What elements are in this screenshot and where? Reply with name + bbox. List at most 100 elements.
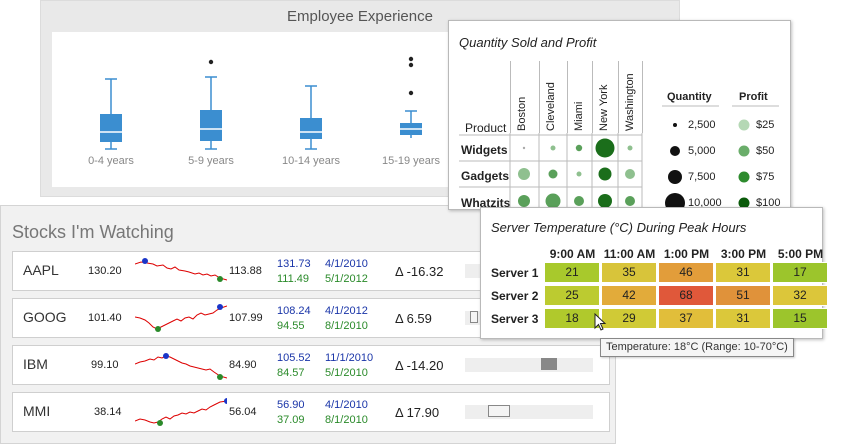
- legend-profit-2: $50: [756, 145, 775, 157]
- legend-quantity-1: 2,500: [688, 119, 716, 131]
- stocks-title: Stocks I'm Watching: [12, 222, 174, 242]
- stock-high-date: 4/1/2012: [325, 305, 368, 317]
- boxplot-5-9: [200, 59, 222, 150]
- boxplot-chart: 0-4 years 5-9 years 10-14 years 15-19 ye…: [88, 56, 441, 167]
- stock-row-mmi[interactable]: MMI 38.14 56.04 56.90 4/1/2010 37.09 8/1…: [12, 392, 610, 432]
- time-header-3pm: 3:00 PM: [720, 247, 767, 261]
- stock-high-date: 4/1/2010: [325, 258, 368, 270]
- quantity-sold-panel: Quantity Sold and Profit Boston Clevelan…: [448, 20, 791, 211]
- legend-profit-4: $100: [756, 197, 781, 209]
- heat-cell[interactable]: 37: [658, 308, 714, 329]
- boxplot-label-5-9: 5-9 years: [188, 155, 234, 167]
- stock-start-value: 99.10: [91, 359, 119, 371]
- heat-cell[interactable]: 29: [601, 308, 657, 329]
- city-header-boston: Boston: [510, 61, 534, 133]
- bubble-grid: [459, 105, 779, 211]
- mouse-cursor-icon: [594, 313, 607, 331]
- boxplot-label-10-14: 10-14 years: [282, 155, 341, 167]
- legend-profit-title: Profit: [739, 91, 768, 103]
- sparkline: [135, 353, 227, 380]
- boxplot-label-0-4: 0-4 years: [88, 155, 134, 167]
- boxplot-10-14: [300, 85, 322, 150]
- stock-symbol: IBM: [23, 356, 48, 372]
- stock-end-value: 113.88: [229, 265, 262, 277]
- stock-symbol: GOOG: [23, 309, 67, 325]
- heat-cell[interactable]: 32: [772, 285, 828, 306]
- stock-delta: Δ -14.20: [395, 358, 444, 373]
- time-header-11am: 11:00 AM: [603, 247, 656, 261]
- stock-start-value: 38.14: [94, 406, 122, 418]
- product-header: Product: [465, 121, 507, 135]
- stock-range-box: [540, 358, 558, 370]
- stock-end-value: 107.99: [229, 312, 263, 324]
- temperature-tooltip: Temperature: 18°C (Range: 10-70°C): [600, 338, 794, 357]
- employee-experience-title: Employee Experience: [287, 8, 433, 25]
- sparkline: [135, 304, 227, 332]
- heat-cell[interactable]: 42: [601, 285, 657, 306]
- stock-end-value: 56.04: [229, 406, 257, 418]
- stock-start-value: 130.20: [88, 265, 122, 277]
- stock-delta: Δ -16.32: [395, 264, 444, 279]
- heat-cell[interactable]: 21: [544, 262, 600, 283]
- boxplot-15-19: [400, 56, 422, 138]
- product-widgets: Widgets: [461, 143, 508, 157]
- stock-low-date: 8/1/2010: [325, 320, 368, 332]
- boxplot-0-4: [100, 78, 122, 150]
- time-header-5pm: 5:00 PM: [777, 247, 824, 261]
- product-gadgets: Gadgets: [461, 169, 510, 183]
- stock-range-box: [470, 311, 478, 323]
- heat-cell[interactable]: 25: [544, 285, 600, 306]
- stock-high-value: 108.24: [277, 305, 311, 317]
- stock-start-value: 101.40: [88, 312, 122, 324]
- stock-high-value: 131.73: [277, 258, 311, 270]
- legend-quantity-4: 10,000: [688, 197, 722, 209]
- heat-cell[interactable]: 46: [658, 262, 714, 283]
- legend-quantity-3: 7,500: [688, 171, 716, 183]
- stock-high-date: 11/1/2010: [325, 352, 374, 364]
- server-2-label: Server 2: [491, 289, 539, 303]
- quantity-sold-title: Quantity Sold and Profit: [459, 35, 597, 50]
- heat-cell[interactable]: 35: [601, 262, 657, 283]
- legend-quantity-2: 5,000: [688, 145, 716, 157]
- heat-cell[interactable]: 15: [772, 308, 828, 329]
- stock-range-bar: [465, 405, 593, 419]
- heat-cell[interactable]: 31: [715, 308, 771, 329]
- heat-cell[interactable]: 51: [715, 285, 771, 306]
- stock-low-value: 94.55: [277, 320, 305, 332]
- server-temperature-panel: Server Temperature (°C) During Peak Hour…: [480, 207, 828, 339]
- sparkline: [135, 258, 227, 282]
- stock-low-value: 84.57: [277, 367, 305, 379]
- server-3-label: Server 3: [491, 312, 539, 326]
- stock-range-bar: [465, 358, 593, 372]
- stock-high-value: 105.52: [277, 352, 311, 364]
- time-header-9am: 9:00 AM: [549, 247, 596, 261]
- server-temperature-title: Server Temperature (°C) During Peak Hour…: [491, 220, 747, 235]
- legend-profit-1: $25: [756, 119, 775, 131]
- sparkline: [135, 398, 227, 426]
- city-header-cleveland: Cleveland: [539, 61, 563, 133]
- stock-range-box: [488, 405, 510, 417]
- stock-low-date: 5/1/2012: [325, 273, 368, 285]
- stock-low-date: 8/1/2010: [325, 414, 368, 426]
- stock-symbol: AAPL: [23, 262, 59, 278]
- stock-low-date: 5/1/2010: [325, 367, 368, 379]
- time-header-1pm: 1:00 PM: [663, 247, 710, 261]
- stock-symbol: MMI: [23, 403, 51, 419]
- heat-cell[interactable]: 31: [715, 262, 771, 283]
- stock-delta: Δ 17.90: [395, 405, 440, 420]
- legend-quantity-title: Quantity: [667, 91, 712, 103]
- boxplot-label-15-19: 15-19 years: [382, 155, 441, 167]
- heat-cell[interactable]: 17: [772, 262, 828, 283]
- stock-high-date: 4/1/2010: [325, 399, 368, 411]
- stock-low-value: 111.49: [277, 273, 310, 285]
- server-1-label: Server 1: [491, 266, 539, 280]
- legend-profit-3: $75: [756, 171, 775, 183]
- stock-high-value: 56.90: [277, 399, 305, 411]
- city-header-washington: Washington: [618, 61, 643, 133]
- stock-row-ibm[interactable]: IBM 99.10 84.90 105.52 11/1/2010 84.57 5…: [12, 345, 610, 385]
- heat-cell[interactable]: 68: [658, 285, 714, 306]
- city-header-new-york: New York: [592, 61, 616, 133]
- stock-end-value: 84.90: [229, 359, 257, 371]
- heat-cell[interactable]: 18: [544, 308, 600, 329]
- city-header-miami: Miami: [567, 61, 591, 133]
